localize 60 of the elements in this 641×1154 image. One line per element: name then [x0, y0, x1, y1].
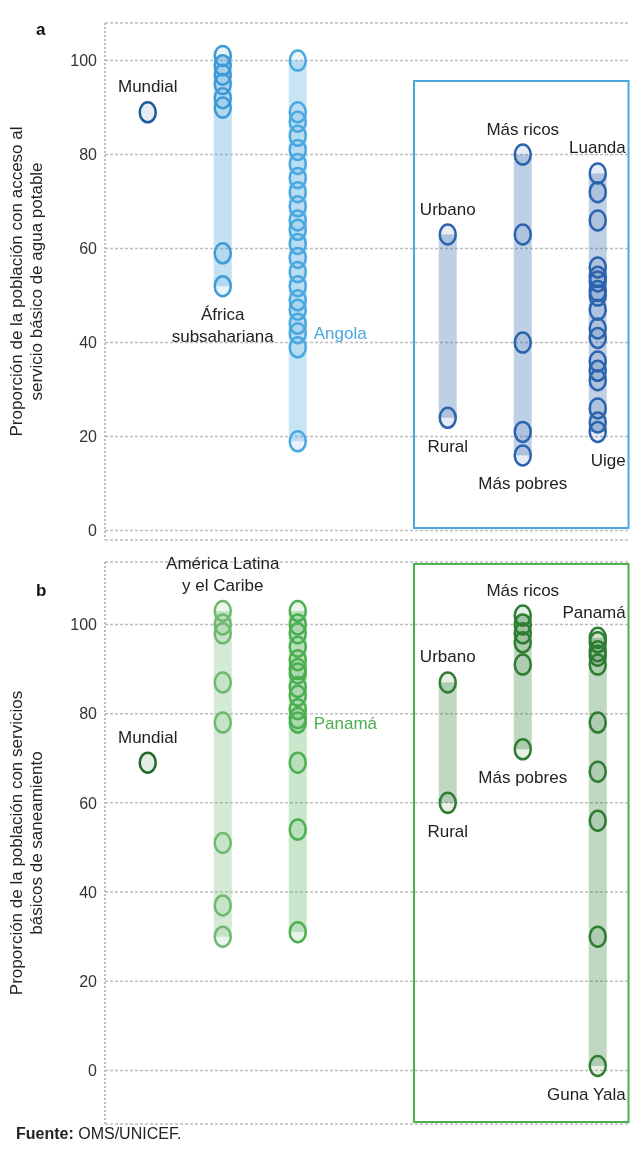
y-axis-title: Proporción de la población con acceso al servicio básico de agua potable	[7, 126, 46, 437]
point	[513, 223, 532, 246]
y-tick-label: 60	[79, 240, 98, 258]
point	[513, 653, 532, 676]
annotation: Uige	[590, 450, 626, 470]
annotation: Urbano	[419, 647, 476, 667]
point	[288, 711, 307, 734]
y-tick-label: 40	[79, 334, 98, 352]
y-tick-label: 40	[79, 883, 98, 901]
point	[138, 751, 157, 774]
point	[288, 751, 307, 774]
annotation: Panamá	[562, 602, 627, 622]
annotation: Luanda	[569, 138, 627, 158]
point	[288, 920, 307, 944]
point	[588, 180, 607, 204]
text: a	[36, 20, 46, 40]
y-tick-label: 20	[79, 428, 98, 446]
annotation: Mundial	[117, 77, 178, 97]
annotation: Más pobres	[478, 474, 568, 494]
point	[513, 444, 532, 467]
annotation: Más ricos	[486, 119, 560, 139]
point	[438, 791, 457, 815]
annotation: Guna Yala	[546, 1085, 627, 1105]
point	[588, 209, 607, 232]
series-label: Angola	[313, 324, 368, 344]
point	[588, 711, 607, 734]
annotation: África subsahariana	[171, 305, 275, 347]
point	[588, 162, 607, 185]
point	[513, 420, 532, 444]
point	[288, 818, 307, 841]
y-tick-label: 20	[79, 972, 98, 990]
y-tick-label: 0	[88, 522, 98, 540]
point	[513, 738, 532, 761]
point	[513, 631, 532, 654]
y-tick-label: 60	[79, 794, 98, 812]
point	[438, 671, 457, 694]
annotation: América Latina y el Caribe	[166, 554, 280, 596]
y-tick-label: 0	[88, 1062, 98, 1080]
annotation: Rural	[427, 436, 469, 456]
text: b	[36, 581, 47, 601]
point	[438, 223, 457, 246]
point	[288, 321, 307, 345]
point	[438, 406, 457, 430]
y-tick-label: 80	[79, 705, 98, 723]
y-tick-label: 100	[70, 616, 98, 634]
annotation: Más ricos	[486, 580, 560, 600]
point	[513, 331, 532, 354]
annotation: Urbano	[419, 199, 476, 219]
point	[138, 101, 157, 124]
y-tick-label: 100	[70, 52, 98, 70]
point	[288, 430, 307, 453]
source-note: Fuente: OMS/UNICEF.	[16, 1125, 183, 1143]
y-axis-title: Proporción de la población con servicios básicos de saneamiento	[7, 690, 46, 996]
point	[513, 143, 532, 166]
point	[588, 653, 607, 676]
annotation: Rural	[427, 821, 469, 841]
series-label: Panamá	[313, 713, 378, 733]
annotation: Mundial	[117, 727, 178, 747]
y-tick-label: 80	[79, 146, 98, 164]
annotation: Más pobres	[478, 768, 568, 788]
